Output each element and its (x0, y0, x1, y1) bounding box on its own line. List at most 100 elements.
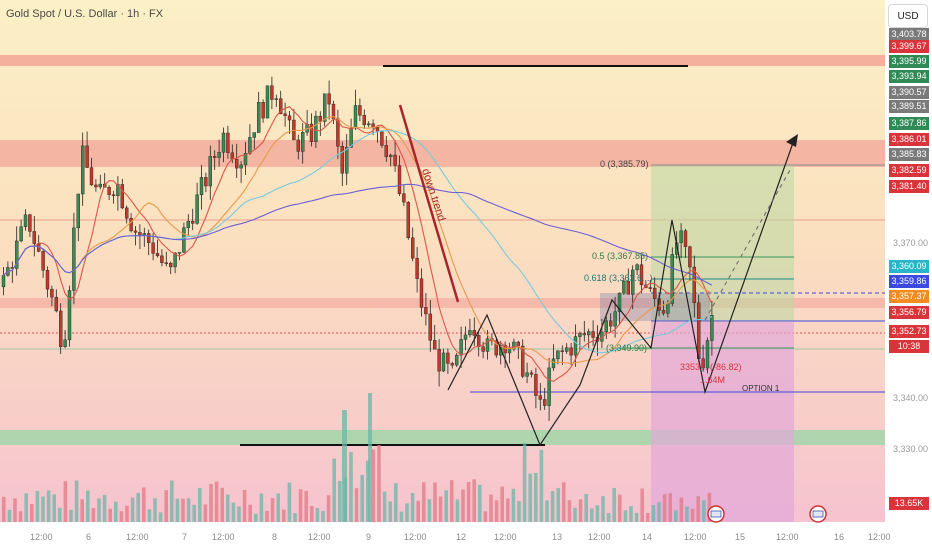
candle (89, 167, 94, 186)
volume-bar (46, 490, 51, 522)
volume-bar (265, 510, 269, 522)
candle (28, 214, 32, 232)
candle (274, 98, 278, 100)
volume-bar (86, 490, 90, 522)
volume-bar (231, 502, 236, 522)
candle (116, 184, 120, 197)
volume-bar (130, 497, 135, 522)
volume-bar (282, 509, 286, 522)
candle (507, 348, 512, 354)
volume-bar (528, 473, 532, 522)
volume-bar (399, 511, 404, 522)
candle (679, 230, 683, 243)
candle (296, 139, 300, 152)
volume-bar (629, 506, 633, 522)
candle (551, 358, 556, 369)
candle (54, 296, 58, 312)
volume-bar (545, 500, 549, 522)
volume-bar (405, 503, 409, 522)
candle (221, 132, 226, 153)
price-level-label: 3,330.00 (893, 444, 929, 454)
volume-bar (679, 497, 684, 522)
candle (609, 320, 613, 327)
volume-bar (164, 490, 168, 522)
option-label: OPTION 1 (742, 384, 780, 393)
volume-bar (662, 494, 667, 522)
candle (587, 331, 591, 336)
volume-bar (226, 494, 230, 522)
volume-bar (377, 444, 381, 522)
fib-05-label: 0.5 (3,367.85) (592, 251, 648, 261)
candle (252, 132, 257, 138)
down-trend-line (398, 104, 460, 303)
candle (217, 151, 221, 158)
candle (32, 231, 36, 244)
volume-bar (298, 489, 303, 522)
candle (340, 146, 344, 174)
price-badge: 3,357.37 (889, 290, 929, 303)
volume-bar (382, 491, 387, 522)
resistance-zone (0, 55, 885, 66)
volume-bar (388, 501, 392, 522)
volume-bar (438, 496, 443, 522)
candle (146, 233, 151, 244)
candle (626, 280, 630, 295)
ma-orange-line (3, 115, 713, 365)
candle (270, 85, 274, 100)
stop-zone (651, 322, 794, 522)
candle (477, 335, 481, 347)
volume-bar (461, 489, 465, 522)
candle (72, 227, 76, 291)
volume-bar (326, 495, 331, 522)
volume-bar (170, 480, 174, 522)
candle (424, 307, 428, 315)
zigzag-projection (447, 139, 795, 447)
volume-bar (618, 494, 622, 522)
fib-0-label: 0 (3,385.79) (600, 159, 649, 169)
volume-bar (18, 511, 23, 522)
candle (604, 320, 608, 333)
mid-zone (0, 298, 885, 308)
candle (692, 266, 696, 304)
candle (14, 240, 19, 269)
candle (133, 230, 138, 233)
candle (204, 177, 208, 187)
candle (362, 114, 366, 126)
time-axis-background (0, 522, 885, 550)
volume-bar (287, 482, 292, 522)
price-badge: 3,395.99 (889, 55, 929, 68)
time-axis-label: 12:00 (308, 532, 331, 542)
candle (428, 313, 432, 341)
volume-bar (578, 499, 583, 522)
time-axis-label: 12:00 (684, 532, 707, 542)
measure-volume-label: ...64M (700, 375, 725, 385)
candle (323, 93, 327, 122)
candle (622, 280, 626, 294)
time-axis-label: 14 (642, 532, 653, 542)
volume-bar (35, 490, 40, 522)
currency-button[interactable]: USD (888, 4, 928, 28)
candle (358, 105, 362, 116)
resistance-zone-2 (0, 140, 885, 167)
price-badge: 10:38 (889, 340, 929, 353)
volume-bar (69, 509, 73, 522)
volume-bar (584, 494, 588, 522)
candle (111, 194, 116, 197)
volume-bar (657, 502, 661, 522)
candle (41, 251, 45, 271)
candle (560, 350, 564, 352)
price-badge: 3,381.40 (889, 180, 929, 193)
candle (226, 132, 230, 153)
volume-bar (315, 508, 320, 522)
time-axis-label: 16 (834, 532, 845, 542)
volume-bar (360, 474, 364, 522)
volume-bar (511, 488, 516, 522)
time-axis-label: 12:00 (868, 532, 891, 542)
price-badge: 3,389.51 (889, 100, 929, 113)
us-flag-icon (812, 510, 824, 518)
volume-bar (186, 498, 191, 522)
projection-arrowhead (786, 134, 798, 147)
volume-bar (623, 510, 628, 522)
